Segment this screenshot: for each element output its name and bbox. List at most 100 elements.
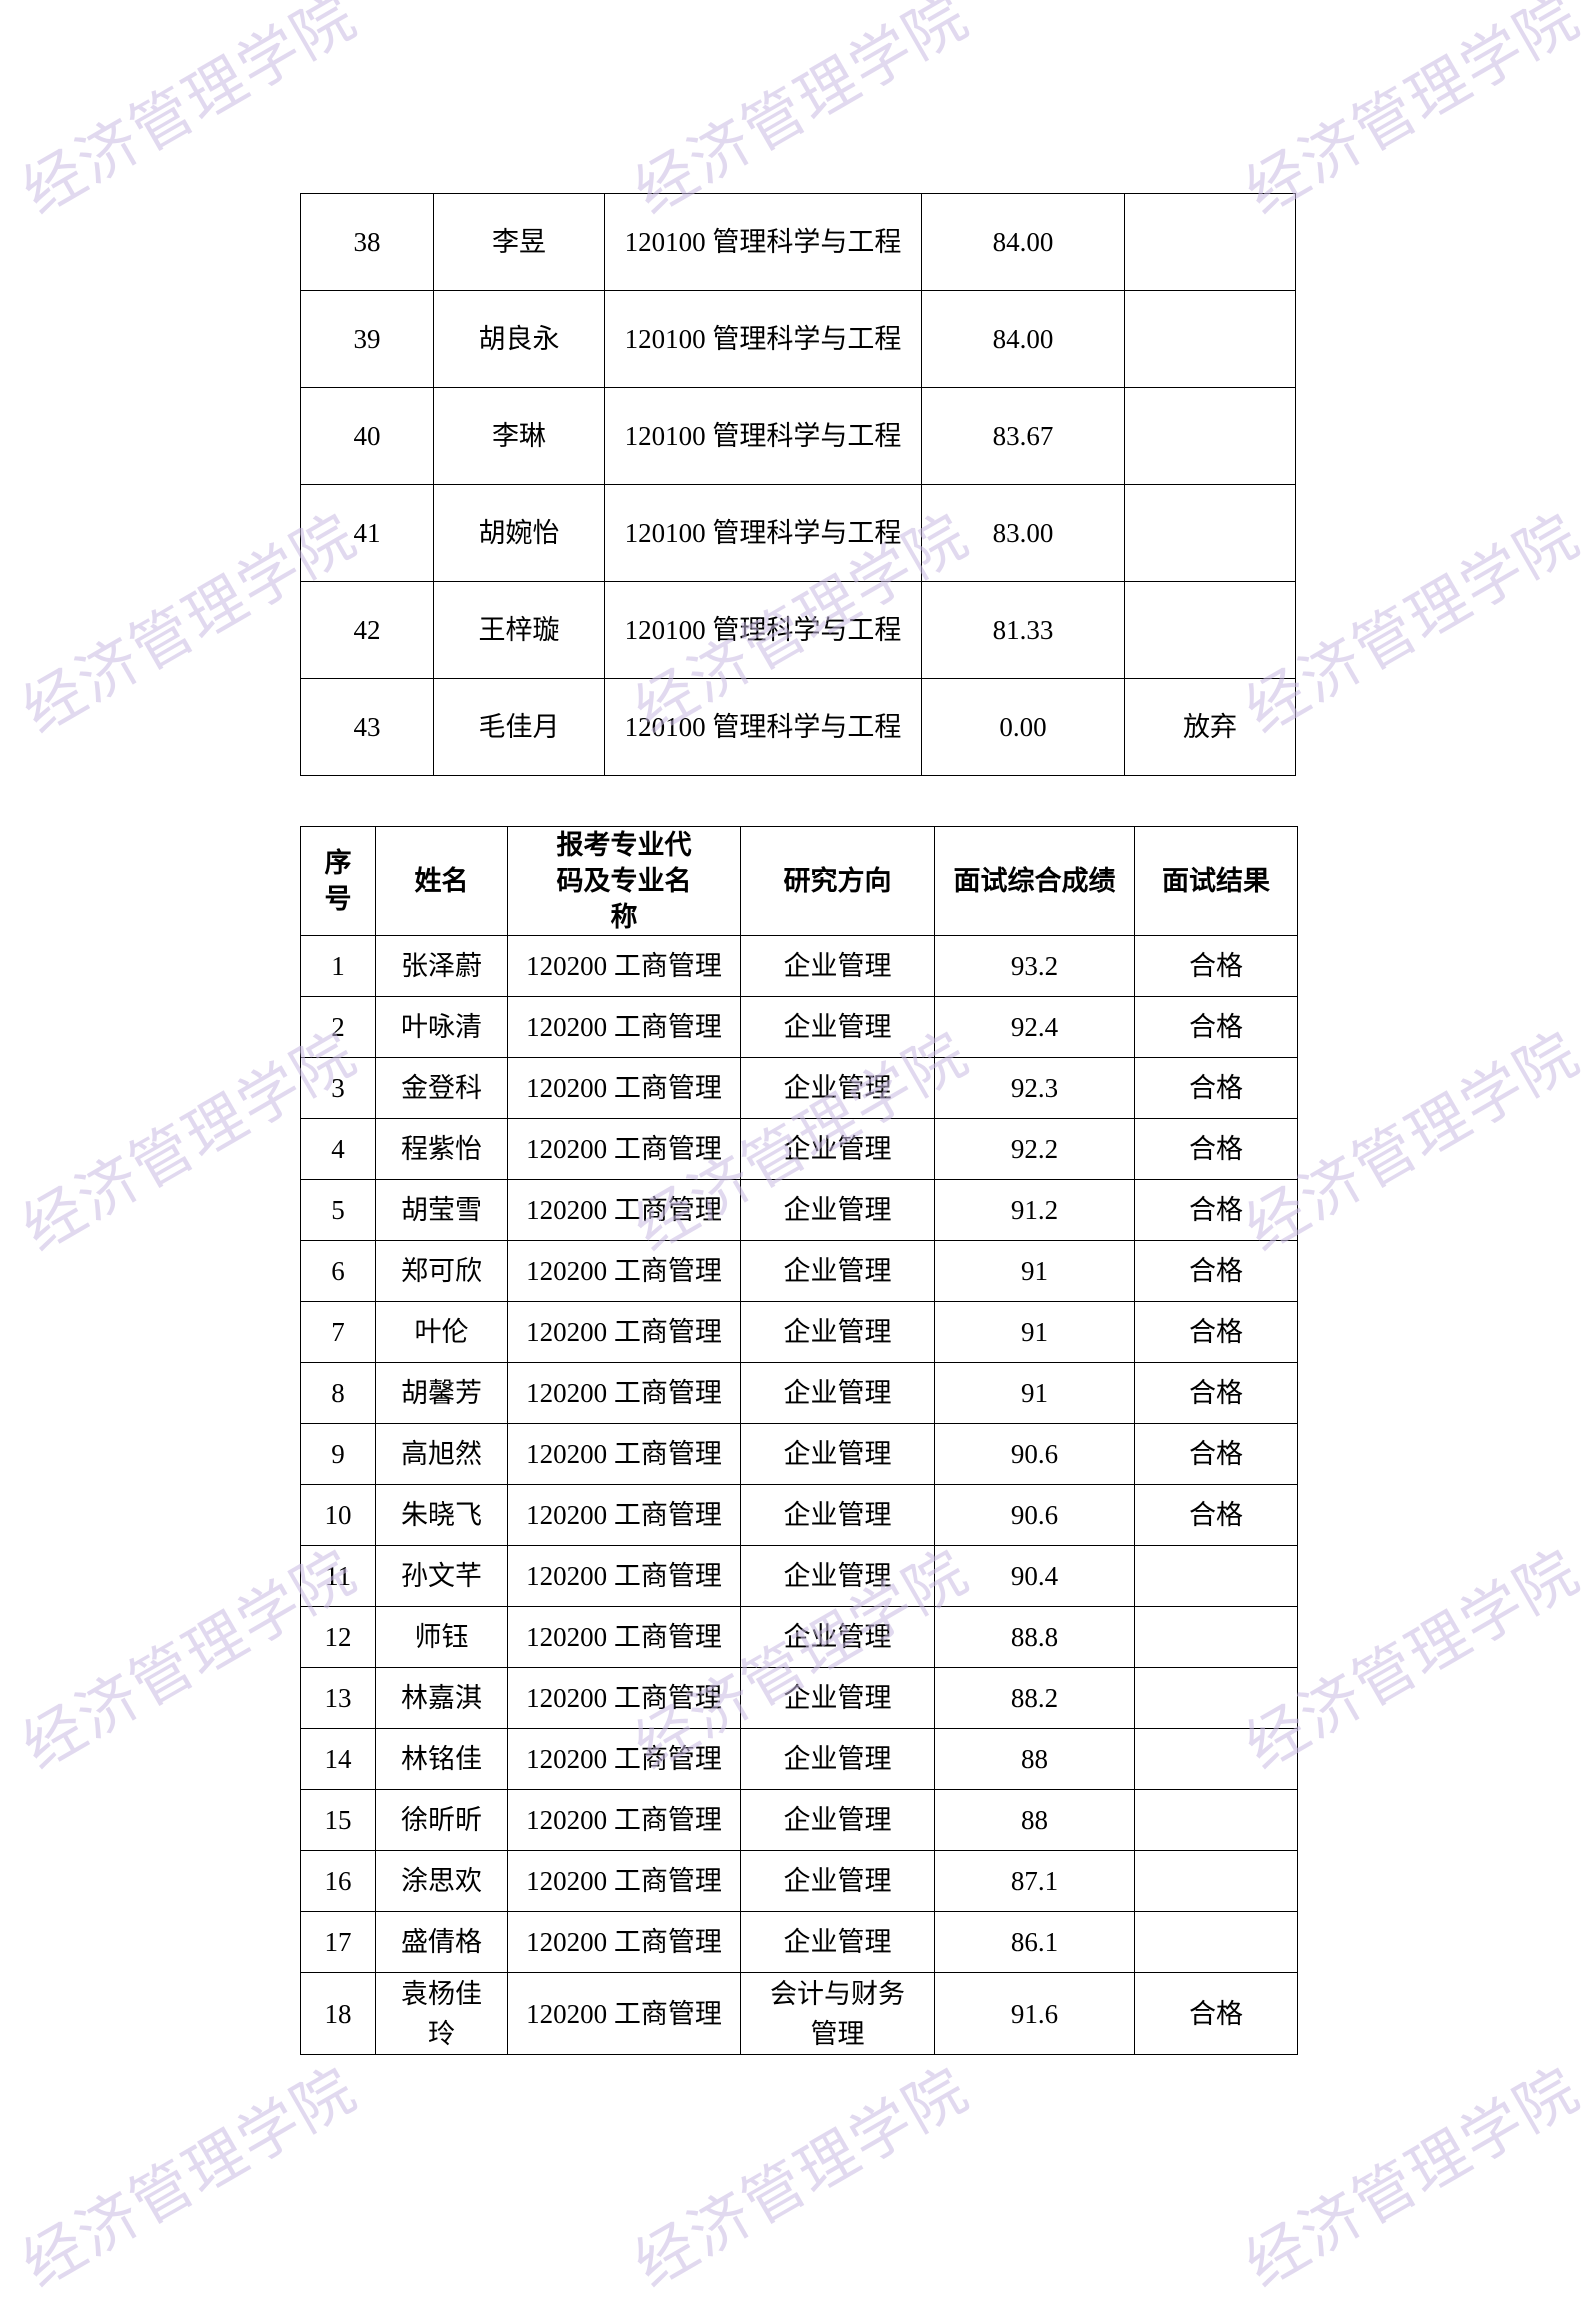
cell-name: 袁杨佳玲	[375, 1972, 508, 2055]
cell-major: 120200 工商管理	[507, 1484, 741, 1546]
cell-text: 91.2	[1010, 1195, 1059, 1225]
cell-text: 企业管理	[783, 1012, 892, 1042]
cell-score: 84.00	[921, 290, 1125, 388]
cell-text: 1	[331, 951, 345, 981]
cell-text: 120200 工商管理	[526, 1073, 722, 1103]
cell-name: 盛倩格	[375, 1911, 508, 1973]
cell-major: 120200 工商管理	[507, 1789, 741, 1851]
cell-major: 120200 工商管理	[507, 1606, 741, 1668]
cell-seq: 3	[300, 1057, 376, 1119]
cell-name: 胡莹雪	[375, 1179, 508, 1241]
cell-direction: 企业管理	[740, 1728, 935, 1790]
score-table-management-science: 38 李昱 120100 管理科学与工程 84.00 39 胡良永 120100 管理科学与…	[300, 193, 1296, 776]
cell-text: 5	[331, 1195, 345, 1225]
cell-name: 张泽蔚	[375, 935, 508, 997]
cell-text: 3	[331, 1073, 345, 1103]
cell-seq: 1	[300, 935, 376, 997]
cell-major: 120200 工商管理	[507, 1362, 741, 1424]
cell-text: 袁杨佳玲	[401, 1978, 482, 2049]
cell-score: 88	[934, 1789, 1135, 1851]
table-row: 7 叶伦 120200 工商管理 企业管理 91 合格	[300, 1301, 1298, 1363]
cell-text: 合格	[1189, 1439, 1243, 1469]
cell-major: 120100 管理科学与工程	[604, 581, 922, 679]
cell-text: 10	[324, 1500, 352, 1530]
cell-text: 120200 工商管理	[526, 1561, 722, 1591]
cell-text: 120200 工商管理	[526, 1500, 722, 1530]
cell-score: 87.1	[934, 1850, 1135, 1912]
cell-text: 88	[1021, 1744, 1048, 1774]
cell-name: 王梓璇	[433, 581, 605, 679]
cell-name: 涂思欢	[375, 1850, 508, 1912]
cell-text: 14	[324, 1744, 352, 1774]
cell-text: 90.6	[1010, 1439, 1059, 1469]
cell-major: 120200 工商管理	[507, 996, 741, 1058]
cell-text: 合格	[1189, 1012, 1243, 1042]
cell-text: 企业管理	[783, 951, 892, 981]
cell-text: 胡馨芳	[401, 1378, 482, 1408]
cell-text: 叶伦	[414, 1317, 469, 1347]
cell-result: 合格	[1134, 1179, 1298, 1241]
cell-seq: 5	[300, 1179, 376, 1241]
table-row: 10 朱晓飞 120200 工商管理 企业管理 90.6 合格	[300, 1484, 1298, 1546]
cell-result: 合格	[1134, 1972, 1298, 2055]
cell-direction: 企业管理	[740, 1606, 935, 1668]
table-row: 8 胡馨芳 120200 工商管理 企业管理 91 合格	[300, 1362, 1298, 1424]
cell-score: 91.2	[934, 1179, 1135, 1241]
cell-score: 91	[934, 1362, 1135, 1424]
cell-text: 叶咏清	[401, 1012, 482, 1042]
cell-text: 90.4	[1010, 1561, 1059, 1591]
cell-text: 91	[1021, 1317, 1048, 1347]
cell-major: 120200 工商管理	[507, 1301, 741, 1363]
cell-text: 高旭然	[401, 1439, 482, 1469]
cell-text: 120200 工商管理	[526, 951, 722, 981]
cell-text: 120200 工商管理	[526, 1134, 722, 1164]
cell-seq: 8	[300, 1362, 376, 1424]
cell-text: 17	[324, 1927, 352, 1957]
cell-text: 91.6	[1010, 1998, 1059, 2029]
watermark: 经济管理学院	[11, 2054, 369, 2302]
cell-text: 涂思欢	[401, 1866, 482, 1896]
cell-direction: 企业管理	[740, 1423, 935, 1485]
cell-seq: 10	[300, 1484, 376, 1546]
cell-score: 90.6	[934, 1423, 1135, 1485]
watermark: 经济管理学院	[1234, 2054, 1587, 2302]
cell-direction: 企业管理	[740, 996, 935, 1058]
cell-direction: 企业管理	[740, 1545, 935, 1607]
cell-major: 120200 工商管理	[507, 1972, 741, 2055]
cell-score: 93.2	[934, 935, 1135, 997]
cell-text: 企业管理	[783, 1927, 892, 1957]
cell-text: 91	[1021, 1256, 1048, 1286]
cell-result	[1134, 1606, 1298, 1668]
table-row: 6 郑可欣 120200 工商管理 企业管理 91 合格	[300, 1240, 1298, 1302]
cell-text: 88.8	[1010, 1622, 1059, 1652]
cell-name: 徐昕昕	[375, 1789, 508, 1851]
table-row: 41 胡婉怡 120100 管理科学与工程 83.00	[300, 484, 1296, 582]
cell-text: 合格	[1189, 1317, 1243, 1347]
cell-text: 120200 工商管理	[526, 1622, 722, 1652]
table-row: 12 师钰 120200 工商管理 企业管理 88.8	[300, 1606, 1298, 1668]
cell-direction: 会计与财务管理	[740, 1972, 935, 2055]
cell-major: 120100 管理科学与工程	[604, 193, 922, 291]
cell-text: 7	[331, 1317, 345, 1347]
cell-text: 林铭佳	[401, 1744, 482, 1774]
table-row: 18 袁杨佳玲 120200 工商管理 会计与财务管理 91.6 合格	[300, 1972, 1298, 2055]
cell-result: 合格	[1134, 996, 1298, 1058]
cell-text: 合格	[1189, 1378, 1243, 1408]
cell-text: 11	[325, 1561, 351, 1591]
cell-text: 合格	[1189, 1195, 1243, 1225]
cell-text: 13	[324, 1683, 352, 1713]
table-row: 38 李昱 120100 管理科学与工程 84.00	[300, 193, 1296, 291]
cell-score: 81.33	[921, 581, 1125, 679]
cell-direction: 企业管理	[740, 1240, 935, 1302]
cell-text: 程紫怡	[401, 1134, 482, 1164]
cell-seq: 17	[300, 1911, 376, 1973]
cell-text: 会计与财务管理	[770, 1978, 905, 2049]
cell-result: 合格	[1134, 1484, 1298, 1546]
cell-text: 120200 工商管理	[526, 1683, 722, 1713]
cell-text: 金登科	[401, 1073, 482, 1103]
cell-result: 合格	[1134, 1057, 1298, 1119]
cell-text: 企业管理	[783, 1866, 892, 1896]
cell-seq: 11	[300, 1545, 376, 1607]
cell-text: 师钰	[414, 1622, 469, 1652]
cell-text: 92.3	[1010, 1073, 1059, 1103]
